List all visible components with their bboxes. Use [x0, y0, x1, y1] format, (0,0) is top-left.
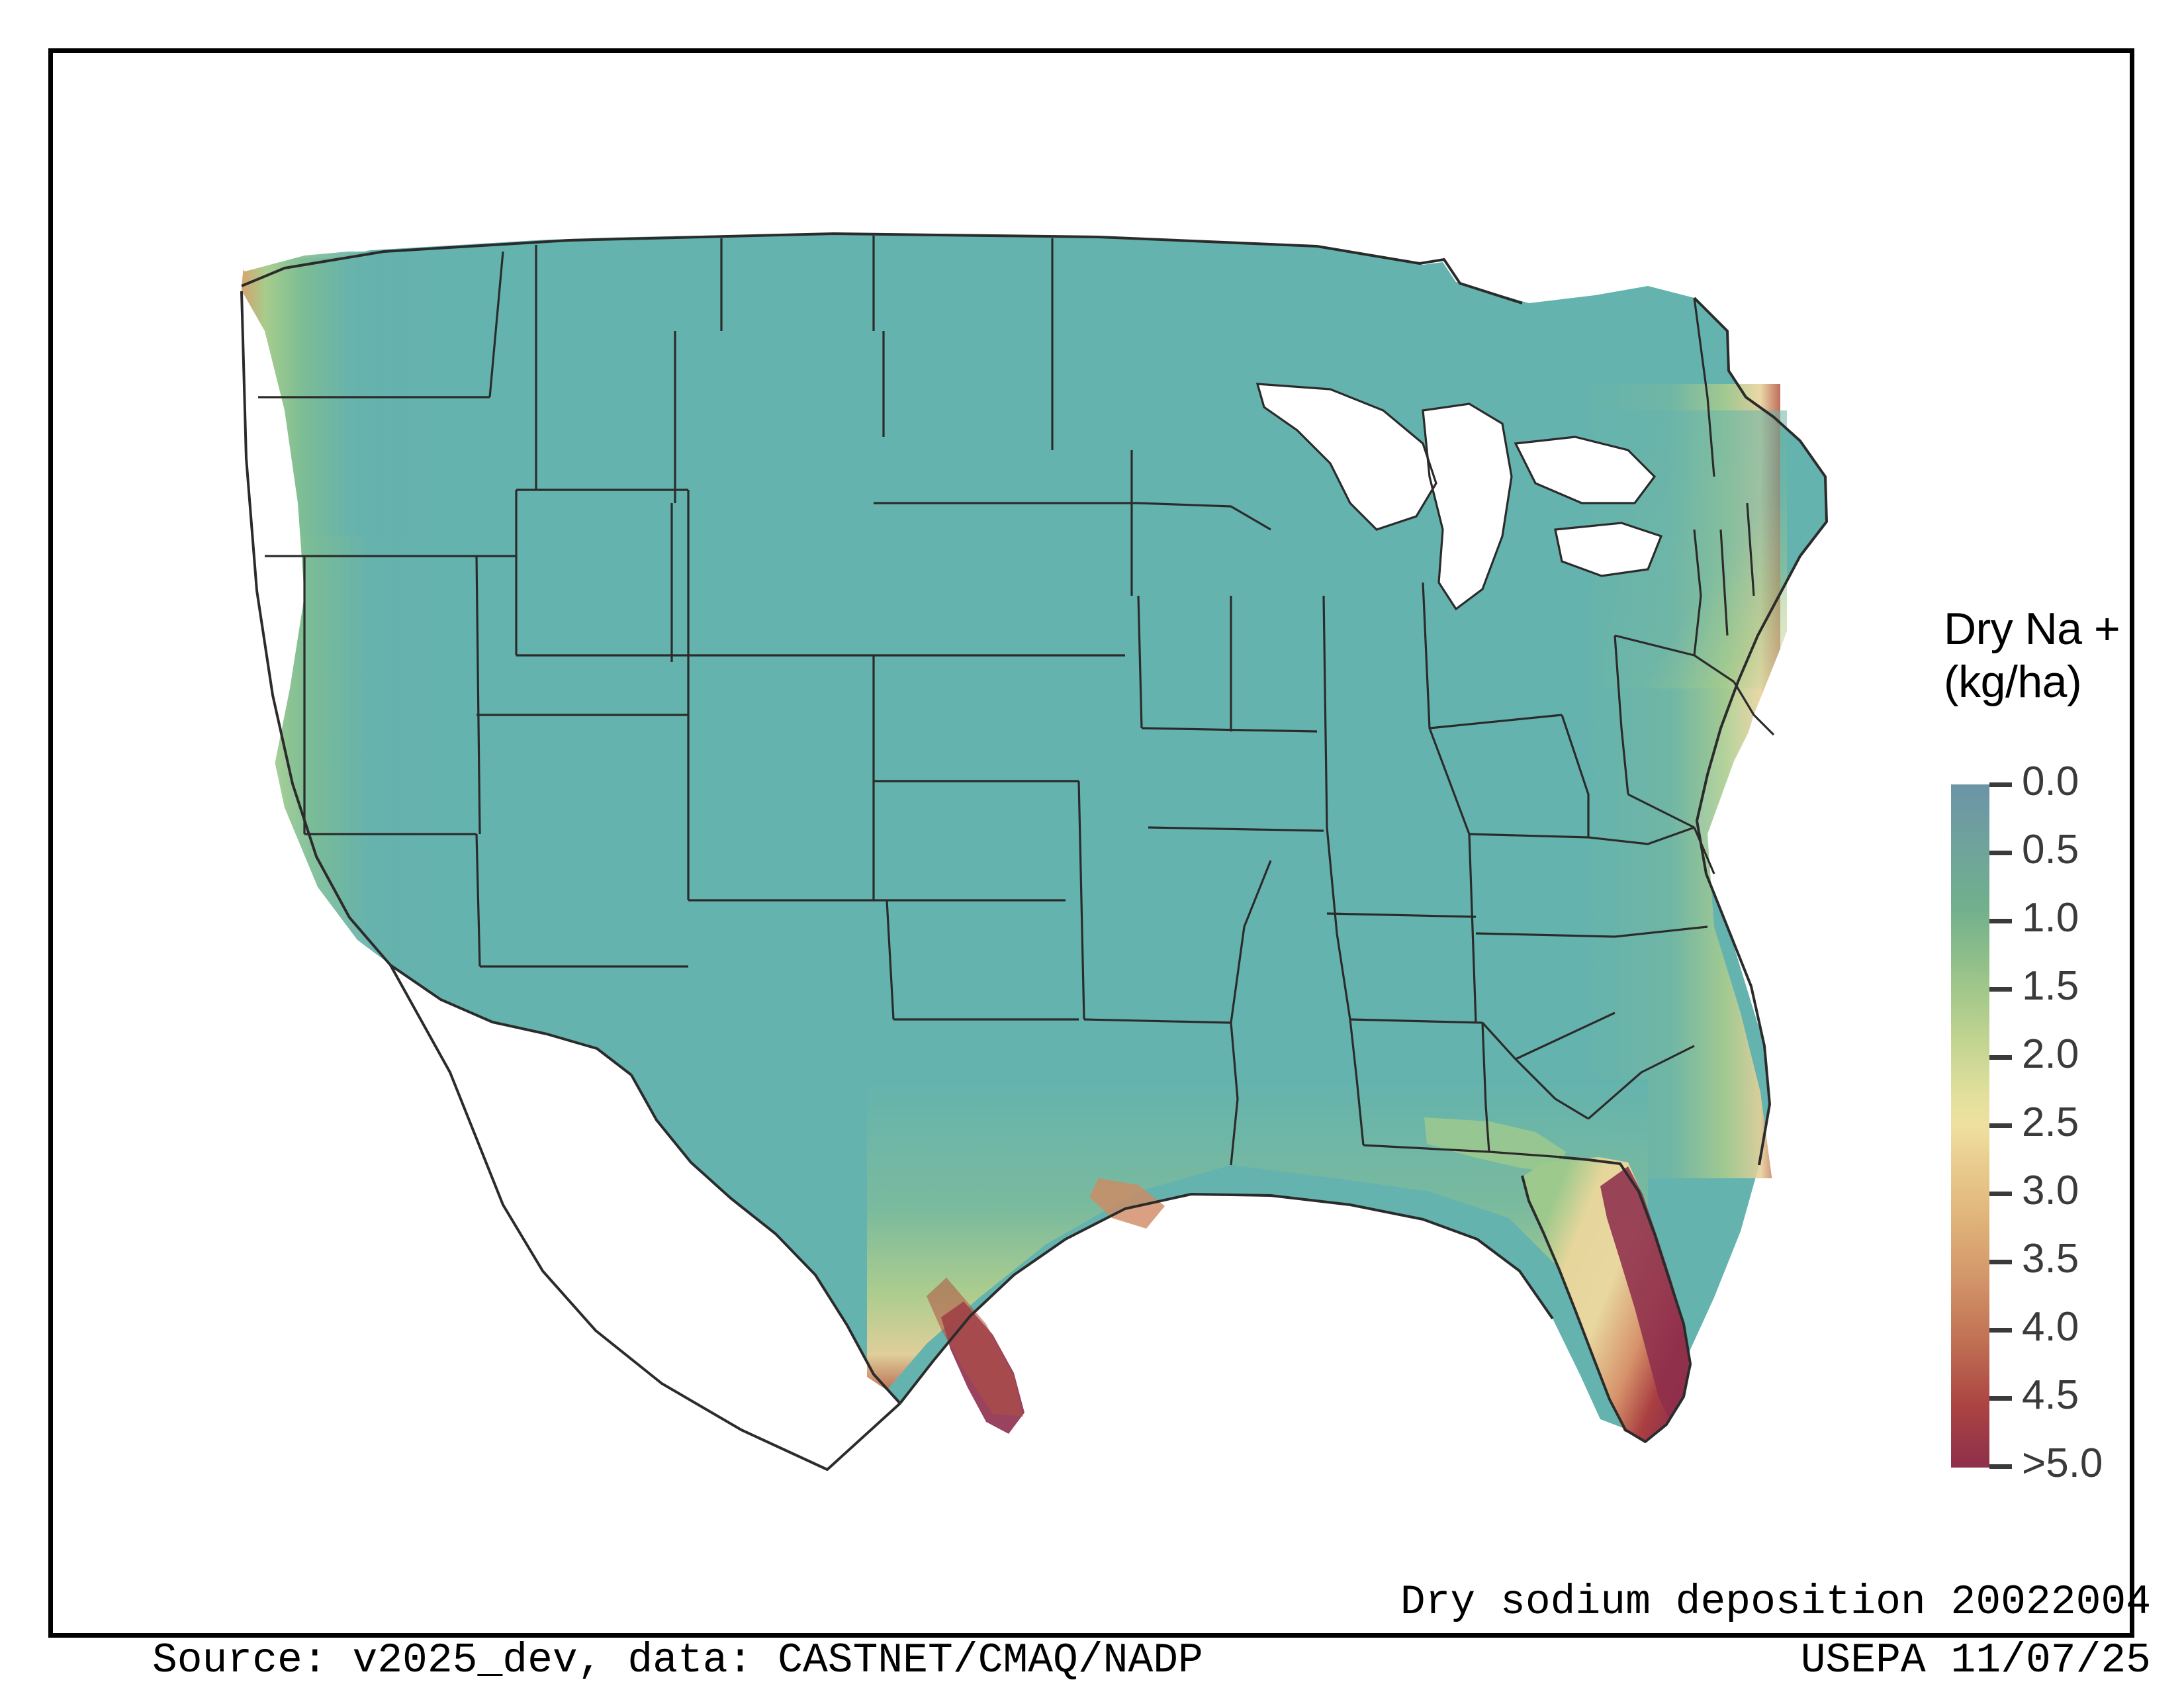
colorbar-label-5: 2.5 — [2022, 1100, 2079, 1145]
figure-source-line: Source: v2025_dev, data: CASTNET/CMAQ/NA… — [152, 1637, 1203, 1684]
colorbar-tick-6 — [1989, 1192, 2012, 1196]
colorbar-tick-7 — [1989, 1260, 2012, 1264]
texas-gulf-hotspot — [927, 1178, 1165, 1434]
figure-agency-line: USEPA 11/07/25 — [1800, 1637, 2151, 1684]
colorbar-tick-10 — [1989, 1464, 2012, 1469]
colorbar-title: Dry Na + (kg/ha) — [1944, 604, 2120, 708]
figure-subtitle: Dry sodium deposition 20022004 — [1400, 1579, 2151, 1626]
conus-choropleth-map[interactable] — [106, 132, 1933, 1523]
colorbar-label-7: 3.5 — [2022, 1236, 2079, 1282]
colorbar-label-3: 1.5 — [2022, 963, 2079, 1009]
colorbar-tick-4 — [1989, 1055, 2012, 1060]
colorbar-label-9: 4.5 — [2022, 1372, 2079, 1418]
colorbar-tick-8 — [1989, 1328, 2012, 1333]
colorbar-tick-2 — [1989, 919, 2012, 923]
colorbar-label-10: >5.0 — [2022, 1440, 2103, 1486]
colorbar-label-4: 2.0 — [2022, 1031, 2079, 1077]
great-lakes-outline — [1255, 383, 1663, 611]
colorbar-tick-1 — [1989, 851, 2012, 855]
colorbar: Dry Na + (kg/ha) 0.0 0.5 1.0 1.5 2.0 2.5… — [1903, 602, 2181, 1503]
ocean-mask — [106, 132, 1933, 1523]
colorbar-tick-3 — [1989, 987, 2012, 992]
colorbar-tick-5 — [1989, 1123, 2012, 1128]
figure-frame: Dry Na + (kg/ha) 0.0 0.5 1.0 1.5 2.0 2.5… — [48, 48, 2151, 1684]
map-plot-area[interactable] — [106, 132, 1933, 1523]
colorbar-label-8: 4.0 — [2022, 1304, 2079, 1350]
colorbar-gradient — [1951, 784, 1989, 1468]
colorbar-label-2: 1.0 — [2022, 895, 2079, 941]
colorbar-tick-9 — [1989, 1396, 2012, 1401]
colorbar-label-6: 3.0 — [2022, 1168, 2079, 1213]
florida-region — [1424, 1117, 1692, 1440]
colorbar-tick-0 — [1989, 782, 2012, 787]
colorbar-label-0: 0.0 — [2022, 759, 2079, 804]
colorbar-label-1: 0.5 — [2022, 827, 2079, 872]
state-boundaries — [240, 232, 1828, 1471]
